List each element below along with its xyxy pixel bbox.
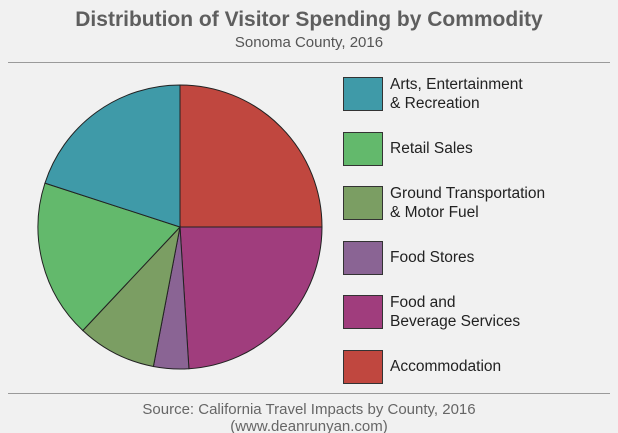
legend-item: Ground Transportation & Motor Fuel (343, 185, 545, 221)
pie-slice (179, 84, 323, 228)
divider (8, 393, 610, 394)
legend-label: Arts, Entertainment & Recreation (390, 76, 523, 112)
legend-item: Food and Beverage Services (343, 294, 520, 330)
legend-swatch (343, 77, 383, 111)
legend-label: Accommodation (390, 358, 502, 375)
legend-item: Arts, Entertainment & Recreation (343, 76, 523, 112)
divider (8, 62, 610, 63)
legend-swatch (343, 131, 383, 166)
legend-label: Ground Transportation & Motor Fuel (390, 185, 546, 221)
legend-item: Retail Sales (343, 131, 473, 167)
legend-swatch (343, 349, 383, 384)
legend-label: Retail Sales (390, 140, 473, 157)
pie-slice (179, 226, 323, 370)
pie-slice (44, 84, 181, 228)
legend-swatch (343, 295, 383, 329)
source-note: Source: California Travel Impacts by Cou… (142, 401, 476, 433)
pie-slice (37, 182, 181, 332)
chart-title: Distribution of Visitor Spending by Comm… (75, 8, 543, 31)
legend-item: Food Stores (343, 240, 474, 276)
legend-item: Accommodation (343, 349, 501, 385)
legend-label: Food and Beverage Services (390, 294, 521, 330)
legend-label: Food Stores (390, 249, 475, 266)
pie-slice (82, 225, 181, 368)
chart-subtitle: Sonoma County, 2016 (234, 34, 384, 51)
legend-swatch (343, 186, 383, 220)
legend-swatch (343, 240, 383, 275)
